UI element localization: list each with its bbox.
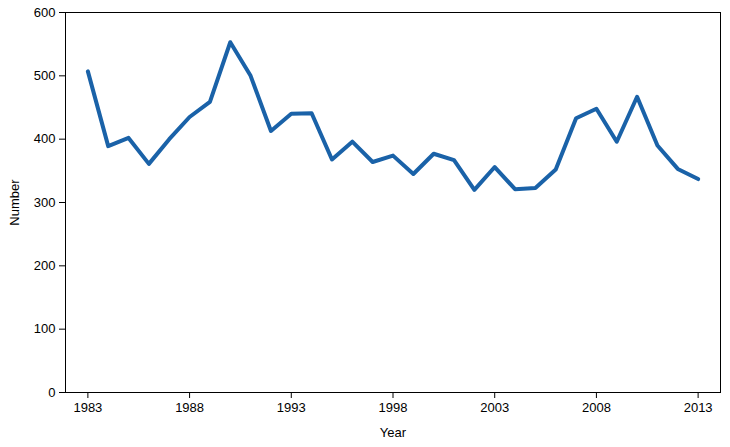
svg-text:200: 200 — [34, 258, 56, 273]
svg-text:100: 100 — [34, 321, 56, 336]
svg-text:500: 500 — [34, 68, 56, 83]
svg-text:Number: Number — [7, 179, 22, 226]
svg-text:2003: 2003 — [480, 400, 509, 415]
svg-text:0: 0 — [48, 385, 55, 400]
svg-text:1988: 1988 — [175, 400, 204, 415]
svg-text:1998: 1998 — [379, 400, 408, 415]
svg-text:1993: 1993 — [277, 400, 306, 415]
svg-text:Year: Year — [380, 425, 407, 440]
svg-text:1983: 1983 — [73, 400, 102, 415]
svg-text:400: 400 — [34, 131, 56, 146]
svg-text:300: 300 — [34, 195, 56, 210]
svg-text:600: 600 — [34, 5, 56, 20]
svg-text:2008: 2008 — [582, 400, 611, 415]
svg-text:2013: 2013 — [684, 400, 713, 415]
